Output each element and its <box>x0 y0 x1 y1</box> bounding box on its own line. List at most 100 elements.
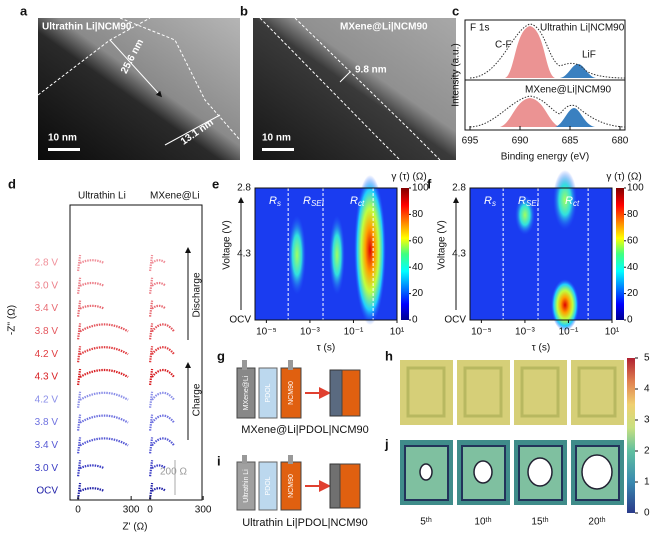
region-label: Rs <box>484 195 496 208</box>
colorbar-tick-label: 4 <box>644 384 650 395</box>
x-tick-label: 10⁻³ <box>300 327 320 338</box>
cell-schematic <box>236 360 361 419</box>
peak <box>560 64 596 78</box>
x-axis-label: Z' (Ω) <box>123 522 148 533</box>
colorbar-tick-label: 100 <box>627 183 644 194</box>
panel-label: e <box>212 176 219 191</box>
region-symbol: R <box>565 195 573 207</box>
colorbar-tick-label: 80 <box>627 209 639 220</box>
x-axis-label: τ (s) <box>317 343 335 354</box>
x-tick-label: 690 <box>512 136 529 147</box>
region-symbol: R <box>350 195 358 207</box>
panel-label: f <box>427 176 432 191</box>
tem-image <box>253 18 456 160</box>
impedance-curve <box>76 346 129 363</box>
y-tick-label: 4.3 <box>452 249 466 260</box>
tem-image <box>38 18 240 160</box>
row-label: 4.2 V <box>35 394 59 405</box>
plot-frame <box>69 204 203 501</box>
scale-label: 10 nm <box>48 133 77 144</box>
colorbar-tick-label: 60 <box>412 235 424 246</box>
cycle-label: 10ᵗʰ <box>474 517 491 528</box>
tile-feature <box>581 454 613 490</box>
colorbar-tick-label: 40 <box>627 262 639 273</box>
panel-label: a <box>20 3 28 18</box>
tile-feature <box>419 463 433 481</box>
x-tick-label: 10⁻¹ <box>559 327 579 338</box>
y-tick-label: 2.8 <box>237 183 251 194</box>
x-tick-label: 0 <box>75 505 81 516</box>
image-title: Ultrathin Li|NCM90 <box>42 22 132 33</box>
colorbar-tick-label: 100 <box>412 183 429 194</box>
impedance-curve <box>148 254 167 272</box>
caption: Ultrathin Li|PDOL|NCM90 <box>242 517 368 529</box>
colorbar-tick-label: 20 <box>627 288 639 299</box>
row-label: 3.8 V <box>35 417 59 428</box>
y-tick-label: OCV <box>229 315 251 326</box>
colorbar-tick-label: 60 <box>627 235 639 246</box>
row-label: 4.2 V <box>35 349 59 360</box>
impedance-curve <box>76 482 105 500</box>
region-label: RSEI <box>518 195 540 208</box>
colorbar-tick-label: 0 <box>627 315 633 326</box>
tile-feature <box>520 366 560 418</box>
heatmap-blob <box>515 195 535 235</box>
impedance-curve <box>76 460 105 477</box>
region-label: Rs <box>269 195 281 208</box>
region-symbol: R <box>518 195 526 207</box>
colorbar-tick-label: 20 <box>412 288 424 299</box>
region-symbol: R <box>484 195 492 207</box>
peak-label: LiF <box>582 50 596 61</box>
panel-label: c <box>452 3 459 18</box>
scale-label: 10 nm <box>262 133 291 144</box>
colorbar <box>616 188 624 320</box>
y-axis-label: Voltage (V) <box>222 220 233 269</box>
x-tick-label: 10⁻⁵ <box>256 327 277 338</box>
x-tick-label: 10¹ <box>390 327 405 338</box>
plot-frame <box>464 19 626 131</box>
colorbar-title: γ (τ) (Ω) <box>391 172 426 183</box>
region-subscript: s <box>277 199 281 208</box>
region-subscript: s <box>492 199 496 208</box>
boundary <box>294 17 441 161</box>
y-tick-label: 4.3 <box>237 249 251 260</box>
region-symbol: R <box>303 195 311 207</box>
impedance-curve <box>76 414 129 431</box>
plot-frame <box>254 187 398 321</box>
x-tick-label: 10⁻³ <box>515 327 535 338</box>
arrow <box>109 39 163 98</box>
x-axis-label: τ (s) <box>532 343 550 354</box>
impedance-curve <box>148 368 175 386</box>
layer-label: PDOL <box>265 476 272 495</box>
x-tick-label: 300 <box>123 505 140 516</box>
region-label: RSEI <box>303 195 325 208</box>
heatmap-blob <box>551 279 579 331</box>
colorbar-title: γ (τ) (Ω) <box>606 172 641 183</box>
caption: MXene@Li|PDOL|NCM90 <box>241 424 369 436</box>
panel-label: g <box>217 348 225 363</box>
y-axis-label: Voltage (V) <box>437 220 448 269</box>
panel-label: h <box>385 348 393 363</box>
cell-schematic <box>236 455 361 511</box>
tile-feature <box>577 366 617 418</box>
x-tick-label: 10⁻⁵ <box>471 327 492 338</box>
column-title: MXene@Li <box>150 191 200 202</box>
tile-feature <box>404 445 449 501</box>
impedance-curve <box>148 277 167 294</box>
x-tick-label: 695 <box>462 136 479 147</box>
region-subscript: ct <box>573 199 580 208</box>
arrow-label: Discharge <box>192 272 203 317</box>
boundary <box>259 17 401 161</box>
cycle-label: 20ᵗʰ <box>588 517 605 528</box>
x-tick-label: 0 <box>147 505 153 516</box>
arrow <box>164 114 221 146</box>
colorbar-tick-label: 3 <box>644 415 650 426</box>
peak-label: C-F <box>495 40 512 51</box>
plot-frame <box>469 187 613 321</box>
region-subscript: SEI <box>311 199 325 208</box>
impedance-curve <box>148 300 167 317</box>
x-axis-label: Binding energy (eV) <box>501 152 589 163</box>
spectrum-title: MXene@Li|NCM90 <box>525 85 612 96</box>
colorbar-tick-label: 2 <box>644 446 650 457</box>
